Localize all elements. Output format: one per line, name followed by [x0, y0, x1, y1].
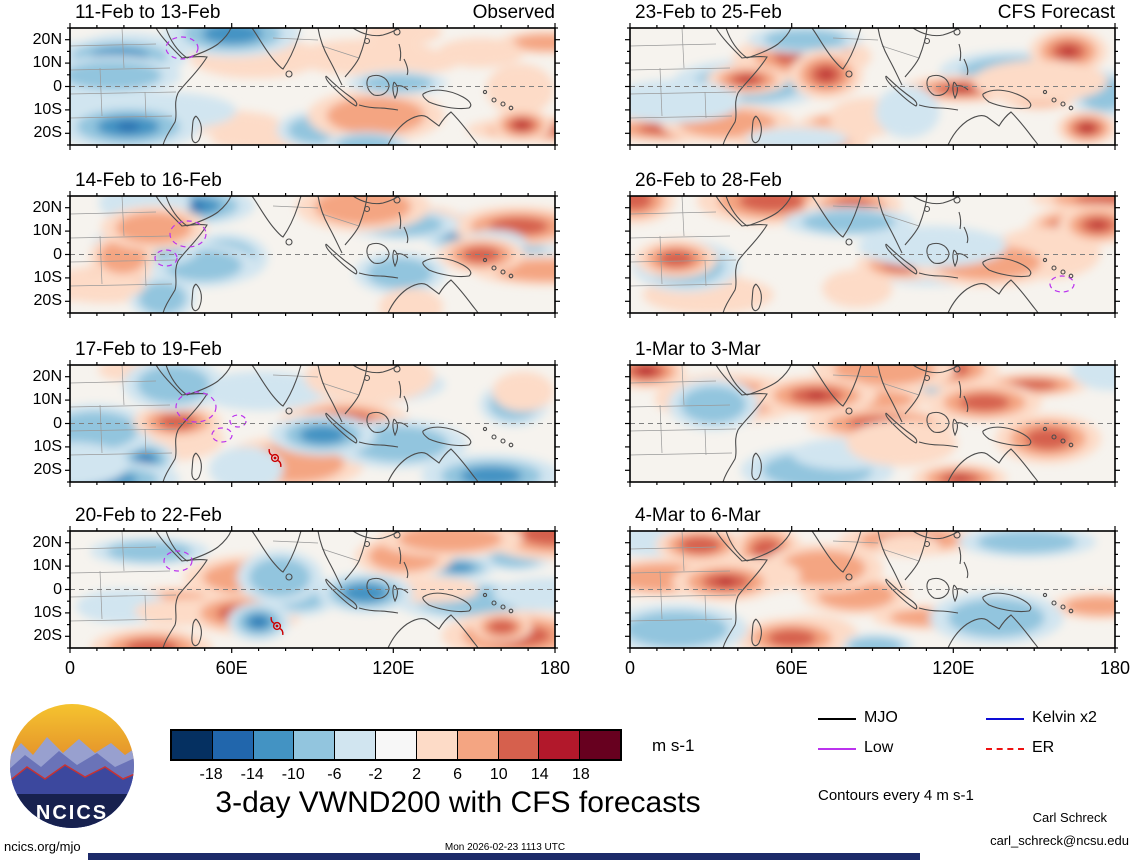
- colorbar-tick-label: -2: [368, 766, 383, 783]
- logo-ridge-line: [10, 764, 134, 784]
- x-axis-tick-label: 60E: [775, 658, 808, 678]
- legend-label: Kelvin x2: [1032, 709, 1097, 726]
- panel-title: 14-Feb to 16-Feb: [75, 170, 222, 191]
- y-axis-tick-label: 10N: [32, 54, 62, 72]
- legend-label: ER: [1032, 739, 1055, 756]
- colorbar-tick-label: 2: [412, 766, 421, 783]
- panel-corner-label: CFS Forecast: [997, 2, 1115, 23]
- x-axis-tick-label: 120E: [372, 658, 415, 678]
- y-axis-tick-label: 0: [53, 580, 62, 598]
- colorbar-units: m s-1: [652, 736, 695, 755]
- colorbar-tick-label: -18: [199, 766, 223, 783]
- x-axis-tick-label: 60E: [215, 658, 248, 678]
- colorbar-segment: [172, 731, 212, 759]
- y-axis-tick-label: 20N: [32, 198, 62, 216]
- x-axis-tick-label: 0: [64, 658, 75, 678]
- bottom-bar: [88, 853, 920, 860]
- map-canvas: [625, 526, 1120, 653]
- panel-title: 17-Feb to 19-Feb: [75, 339, 222, 360]
- colorbar-segment: [252, 731, 294, 759]
- colorbar-segment: [375, 731, 416, 759]
- colorbar: [170, 729, 622, 761]
- colorbar-segment: [456, 731, 498, 759]
- y-axis-tick-label: 0: [53, 414, 62, 432]
- legend-line-kelvin-x2: [986, 718, 1024, 720]
- y-axis-tick-label: 10N: [32, 557, 62, 575]
- colorbar-segment: [211, 731, 253, 759]
- y-axis-tick-label: 0: [53, 77, 62, 95]
- logo-text: NCICS: [36, 802, 108, 824]
- site-url: ncics.org/mjo: [4, 839, 81, 854]
- legend-line-mjo: [818, 718, 856, 720]
- map-canvas: [65, 23, 560, 150]
- map-canvas: [65, 360, 560, 487]
- colorbar-tick-label: -6: [327, 766, 342, 783]
- colorbar-tick-label: 18: [572, 766, 590, 783]
- figure-title: 3-day VWND200 with CFS forecasts: [215, 786, 701, 819]
- y-axis-tick-label: 10S: [33, 437, 62, 455]
- x-axis-tick-label: 120E: [932, 658, 975, 678]
- y-axis-tick-label: 10N: [32, 391, 62, 409]
- y-axis-tick-label: 10S: [33, 100, 62, 118]
- panel-title: 26-Feb to 28-Feb: [635, 170, 782, 191]
- colorbar-tick-label: 10: [489, 766, 508, 783]
- legend-label: Low: [864, 739, 894, 756]
- y-axis-tick-label: 0: [53, 245, 62, 263]
- panel-title: 1-Mar to 3-Mar: [635, 339, 761, 360]
- y-axis-tick-label: 20S: [33, 627, 62, 645]
- credit-name: Carl Schreck: [1032, 810, 1107, 825]
- credit-email: carl_schreck@ncsu.edu: [990, 833, 1129, 848]
- colorbar-segment: [415, 731, 457, 759]
- map-canvas: [625, 23, 1120, 150]
- legend-line-low: [818, 748, 856, 750]
- y-axis-tick-label: 20N: [32, 367, 62, 385]
- y-axis-tick-label: 20S: [33, 292, 62, 310]
- colorbar-tick-label: -14: [240, 766, 264, 783]
- x-axis-tick-label: 180: [539, 658, 571, 678]
- timestamp: Mon 2026-02-23 1113 UTC: [444, 842, 566, 853]
- panel-title: 20-Feb to 22-Feb: [75, 505, 222, 526]
- panel-corner-label: Observed: [472, 2, 555, 23]
- colorbar-segment: [538, 731, 580, 759]
- panel-title: 11-Feb to 13-Feb: [75, 2, 221, 23]
- contour-note: Contours every 4 m s-1: [818, 787, 974, 804]
- x-axis-tick-label: 180: [1099, 658, 1131, 678]
- legend-line-er: [986, 748, 1024, 750]
- legend-label: MJO: [864, 709, 898, 726]
- map-canvas: [625, 191, 1120, 318]
- x-axis-tick-label: 0: [624, 658, 635, 678]
- y-axis-tick-label: 10S: [33, 603, 62, 621]
- y-axis-tick-label: 10S: [33, 268, 62, 286]
- colorbar-segment: [497, 731, 539, 759]
- panel-title: 23-Feb to 25-Feb: [635, 2, 782, 23]
- y-axis-tick-label: 20N: [32, 30, 62, 48]
- colorbar-segment: [293, 731, 335, 759]
- colorbar-segment: [579, 731, 620, 759]
- colorbar-tick-label: 6: [453, 766, 463, 783]
- colorbar-tick-label: 14: [530, 766, 549, 783]
- y-axis-tick-label: 10N: [32, 222, 62, 240]
- map-canvas: [65, 526, 560, 653]
- map-canvas: [625, 360, 1120, 487]
- ncics-logo: NCICS: [10, 704, 134, 828]
- colorbar-segment: [334, 731, 376, 759]
- y-axis-tick-label: 20S: [33, 461, 62, 479]
- y-axis-tick-label: 20S: [33, 124, 62, 142]
- map-canvas: [65, 191, 560, 318]
- y-axis-tick-label: 20N: [32, 533, 62, 551]
- colorbar-tick-label: -10: [281, 766, 305, 783]
- panel-title: 4-Mar to 6-Mar: [635, 505, 761, 526]
